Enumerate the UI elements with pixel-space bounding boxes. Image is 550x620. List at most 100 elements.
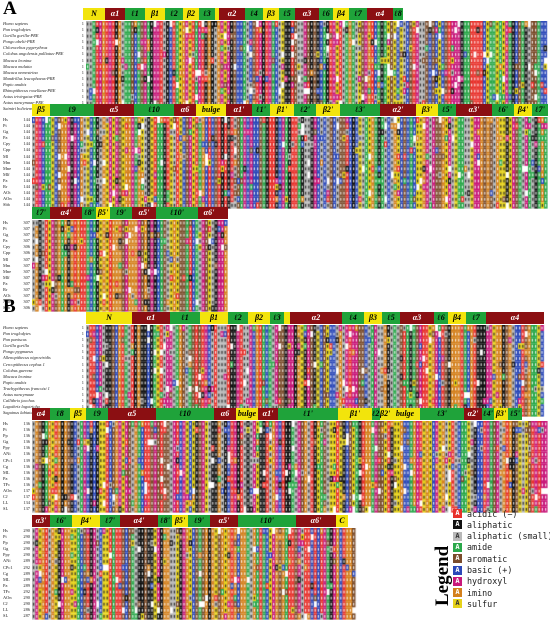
- residue-position: 307: [23, 287, 30, 293]
- residue-position: 307: [23, 293, 30, 299]
- secondary-structure-bar: α4ℓ8β5ℓ9α5ℓ10α6bulgeα1'ℓ1'β1'ℓ2'β2'bulge…: [32, 408, 548, 420]
- residue-position: 136: [23, 475, 30, 481]
- species-abbreviation: Mlf: [3, 171, 10, 177]
- residue-position: 1: [81, 385, 84, 391]
- residue-position: 289: [23, 558, 30, 564]
- ss-segment-strand: bulge: [236, 408, 258, 420]
- ss-segment-strand: bulge: [196, 104, 226, 116]
- ss-segment-loop: ℓ7: [349, 8, 367, 20]
- ss-segment-loop: ℓ8: [393, 8, 403, 20]
- species-abbreviation: AOt: [3, 293, 11, 299]
- species-name: Callithrix jacchus: [3, 398, 35, 404]
- ss-segment-loop: ℓ2': [294, 104, 316, 116]
- ss-segment-strand: β2': [380, 408, 390, 420]
- residue-position: 144: [23, 117, 30, 122]
- ss-segment-loop: ℓ2: [165, 8, 183, 20]
- residue-position: 290: [23, 546, 30, 552]
- residue-position: 136: [23, 463, 30, 469]
- ss-segment-loop: ℓ1: [170, 312, 200, 324]
- species-abbreviation: Hs: [3, 528, 8, 533]
- ss-segment-loop: ℓ5': [438, 104, 456, 116]
- ss-segment-strand: β5': [172, 515, 188, 527]
- ss-segment-strand: [284, 312, 290, 324]
- residue-position: 1: [81, 81, 84, 87]
- ss-segment-strand: β2: [183, 8, 199, 20]
- legend-label: acidic (−): [467, 508, 518, 519]
- residue-position: 1: [81, 392, 84, 398]
- residue-position: 1: [81, 325, 84, 330]
- residue-position: 1: [81, 21, 84, 26]
- residue-positions: 136 136 136 136 136 136 139 136 136 136 136 137 137 1…: [16, 421, 30, 512]
- residue-position: 306: [23, 250, 30, 256]
- species-abbreviation: Gg: [3, 232, 9, 238]
- panel-letter-a: A: [3, 0, 17, 19]
- ss-segment-loop: ℓ7: [466, 312, 486, 324]
- species-abbreviation: Pt: [3, 226, 7, 232]
- residue-position: 307: [23, 274, 30, 280]
- species-name: Gorilla gorilla-PRE: [3, 33, 39, 39]
- ss-segment-loop: ℓ10: [156, 408, 214, 420]
- species-name: Pan troglodytes: [3, 27, 31, 33]
- species-name: Saimiri boliviensis-PRE: [3, 106, 46, 112]
- residue-position: 1: [81, 367, 84, 373]
- residue-position: 1: [81, 57, 84, 63]
- ss-segment-loop: ℓ10': [156, 207, 198, 219]
- species-names: Homo sapiens Pan troglodytes Gorilla goril…: [3, 21, 64, 112]
- residue-position: 307: [23, 262, 30, 268]
- ss-segment-loop: ℓ7': [32, 207, 50, 219]
- residue-position: 1: [81, 27, 84, 33]
- species-abbreviation: Pa: [3, 238, 8, 244]
- species-abbreviation: Sbb: [3, 202, 10, 208]
- residue-position: 1: [81, 331, 84, 337]
- residue-position: 137: [23, 506, 30, 512]
- ss-segment-loop: ℓ3': [340, 104, 380, 116]
- species-abbreviation: SL: [3, 613, 9, 619]
- residue-position: 292: [23, 588, 30, 594]
- species-abbreviation: Mlf: [3, 274, 10, 280]
- species-abbreviation: Cg: [3, 570, 9, 576]
- ss-segment-helix: α1: [132, 312, 170, 324]
- sequence-alignment-block: [32, 528, 358, 620]
- species-name: Aotus nancymaae: [3, 392, 35, 398]
- ss-segment-loop: ℓ6: [434, 312, 448, 324]
- ss-segment-helix: α3': [456, 104, 492, 116]
- species-abbreviation: CJ: [3, 601, 8, 607]
- species-abbreviation: Pt: [3, 123, 7, 129]
- species-name: Trachypithecus francoisi 1: [3, 385, 50, 391]
- residue-position: 144: [23, 190, 30, 196]
- ss-segment-strand: N: [83, 8, 105, 20]
- species-abbreviation: Cpy: [3, 244, 11, 250]
- residue-position: 134: [23, 500, 30, 506]
- ss-segment-strand: β5: [32, 104, 50, 116]
- ss-segment-loop: ℓ9: [86, 408, 108, 420]
- residue-position: 1: [81, 39, 84, 45]
- species-name: Cercopithecus cephus 1: [3, 361, 45, 367]
- residue-position: 1: [81, 100, 84, 106]
- ss-segment-helix: α6': [296, 515, 336, 527]
- ss-segment-helix: α5: [108, 408, 156, 420]
- species-name: Macaca leonina: [3, 57, 32, 63]
- ss-segment-helix: α5': [132, 207, 156, 219]
- residue-position: 136: [23, 439, 30, 445]
- residue-position: 1: [81, 379, 84, 385]
- species-abbreviation: AOn: [3, 299, 12, 305]
- ss-segment-loop: ℓ8: [50, 408, 70, 420]
- species-abbreviation: LL: [3, 607, 9, 613]
- species-abbreviation: CPc1: [3, 457, 13, 463]
- residue-position: 1: [81, 75, 84, 81]
- species-abbreviation: Pt: [3, 427, 7, 433]
- species-name: Allenopithecus nigroviridis: [3, 355, 51, 361]
- ss-segment-loop: ℓ2': [372, 408, 380, 420]
- species-name: Papio anubis: [3, 81, 27, 87]
- residue-position: 307: [23, 226, 30, 232]
- residue-position: 1: [81, 94, 84, 100]
- species-abbreviation: AOn: [3, 488, 12, 494]
- legend-label: amide: [467, 542, 493, 553]
- species-name: Colobus angolensis palliatus-PRE: [3, 51, 64, 57]
- sequence-alignment-block: [32, 117, 548, 209]
- ss-segment-loop: ℓ3: [199, 8, 215, 20]
- ss-segment-helix: α5': [210, 515, 238, 527]
